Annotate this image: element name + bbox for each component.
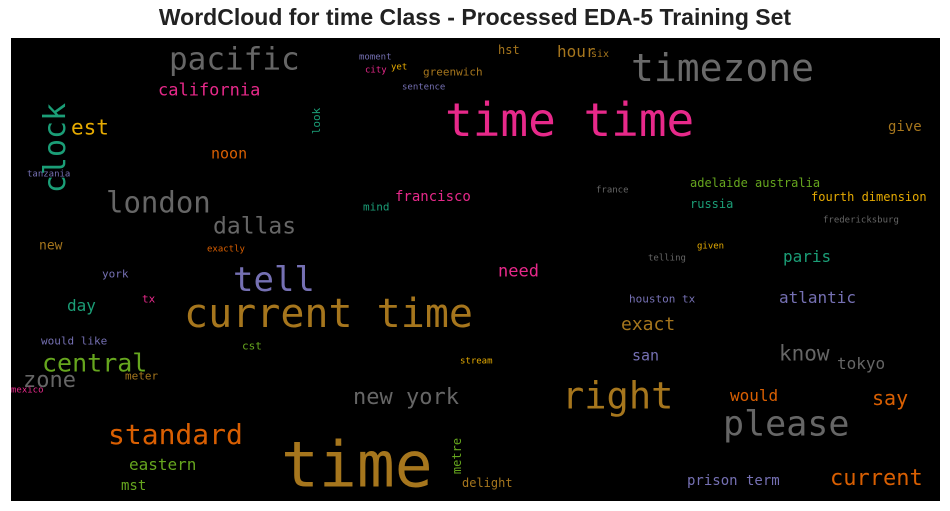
word-right: right	[562, 374, 674, 418]
word-noon: noon	[211, 144, 248, 163]
word-california: california	[158, 80, 261, 101]
word-know: know	[779, 341, 830, 366]
word-dallas: dallas	[213, 213, 297, 240]
word-tanzania: tanzania	[27, 169, 71, 180]
word-new: new	[39, 238, 63, 254]
word-cst: cst	[242, 339, 262, 353]
word-current-time: current time	[184, 291, 473, 337]
word-est: est	[71, 115, 109, 140]
word-hour: hour	[557, 42, 596, 61]
word-moment: moment	[359, 52, 392, 63]
word-atlantic: atlantic	[779, 288, 857, 307]
word-exactly: exactly	[207, 244, 245, 255]
word-new-york: new york	[353, 385, 459, 410]
word-standard: standard	[108, 418, 243, 451]
word-day: day	[67, 296, 96, 315]
word-france: france	[596, 185, 629, 196]
word-zone: zone	[23, 368, 76, 393]
word-need: need	[498, 261, 539, 282]
word-would: would	[730, 386, 779, 405]
word-tell: tell	[233, 260, 315, 300]
word-would-like: would like	[41, 334, 108, 348]
word-cloud: time time timezone pacific clock california e…	[11, 38, 940, 501]
word-six: six	[591, 49, 610, 60]
word-mexico: mexico	[11, 385, 44, 396]
word-telling: telling	[648, 253, 686, 264]
word-francisco: francisco	[395, 189, 471, 205]
word-mind: mind	[363, 200, 390, 214]
word-time: time	[281, 428, 433, 501]
word-york: york	[102, 267, 129, 281]
chart-title: WordCloud for time Class - Processed EDA…	[158, 4, 792, 30]
word-give: give	[888, 119, 922, 135]
word-eastern: eastern	[129, 455, 197, 474]
word-adelaide-australia: adelaide australia	[690, 176, 821, 190]
word-pacific: pacific	[169, 41, 300, 78]
word-stream: stream	[460, 356, 493, 367]
word-delight: delight	[462, 476, 513, 490]
word-tx: tx	[142, 292, 156, 306]
word-please: please	[723, 404, 850, 445]
word-time-time: time time	[445, 93, 695, 147]
word-russia: russia	[690, 197, 734, 211]
word-yet: yet	[391, 62, 408, 73]
word-look: look	[310, 107, 323, 135]
word-fourth-dimension: fourth dimension	[811, 190, 927, 204]
word-hst: hst	[498, 43, 520, 57]
word-mst: mst	[121, 478, 147, 494]
word-houston-tx: houston tx	[629, 292, 696, 306]
word-metre: metre	[450, 437, 464, 475]
word-central: central	[42, 348, 148, 378]
word-fredericksburg: fredericksburg	[823, 215, 899, 226]
word-paris: paris	[783, 247, 832, 266]
word-given: given	[697, 241, 725, 252]
word-exact: exact	[621, 314, 676, 335]
word-city: city	[365, 65, 387, 76]
word-current: current	[830, 466, 923, 491]
word-tokyo: tokyo	[837, 354, 886, 373]
word-sentence: sentence	[402, 82, 446, 93]
word-prison-term: prison term	[687, 473, 780, 489]
word-say: say	[872, 386, 909, 410]
word-greenwich: greenwich	[423, 65, 483, 79]
word-london: london	[106, 185, 211, 220]
word-clock: clock	[38, 102, 73, 194]
word-meter: meter	[125, 369, 159, 383]
word-san: san	[632, 346, 660, 365]
word-timezone: timezone	[631, 46, 815, 90]
